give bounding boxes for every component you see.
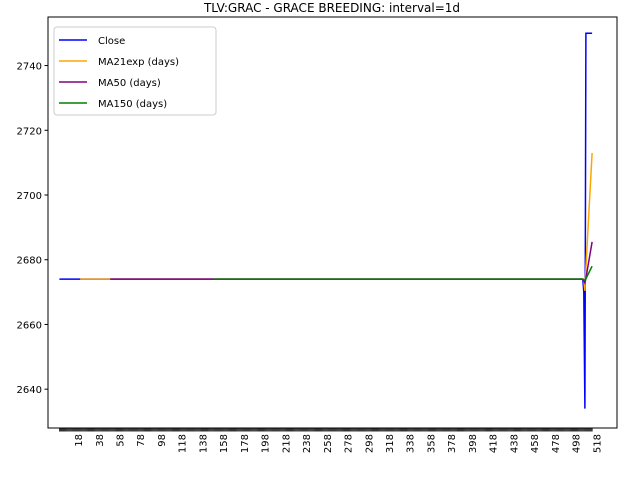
- x-tick-label-15: 318: [385, 434, 396, 453]
- x-tick-label-25: 518: [592, 434, 603, 453]
- x-tick-label-23: 478: [551, 434, 562, 453]
- x-tick-label-9: 198: [261, 434, 272, 453]
- x-tick-label-10: 218: [281, 434, 292, 453]
- x-tick-label-12: 258: [323, 434, 334, 453]
- legend: Close MA21exp (days) MA50 (days) MA150 (day…: [53, 26, 217, 116]
- x-tick-label-17: 358: [426, 434, 437, 453]
- x-tick-label-3: 78: [136, 434, 147, 447]
- y-tick-label-4: 2720: [17, 126, 42, 137]
- x-tick-label-14: 298: [364, 434, 375, 453]
- series-line-1: [80, 152, 593, 291]
- y-tick-label-0: 2640: [17, 385, 42, 396]
- axes: 2640 2660 2680 2700 2720 2740 18 38 58 78 98 118 138…: [17, 62, 604, 454]
- x-tick-label-11: 238: [302, 434, 313, 453]
- x-tick-label-22: 458: [530, 434, 541, 453]
- series-line-0: [59, 32, 593, 409]
- x-tick-label-0: 18: [74, 434, 85, 447]
- legend-label-1: MA21exp (days): [98, 57, 179, 68]
- x-tick-label-18: 378: [447, 434, 458, 453]
- x-tick-label-13: 278: [344, 434, 355, 453]
- x-tick-label-24: 498: [572, 434, 583, 453]
- y-tick-label-2: 2680: [17, 256, 42, 267]
- legend-label-3: MA150 (days): [98, 99, 167, 110]
- x-tick-label-2: 58: [116, 434, 127, 447]
- series-line-2: [110, 241, 593, 286]
- chart-title: TLV:GRAC - GRACE BREEDING: interval=1d: [203, 1, 460, 15]
- series-line-3: [213, 265, 593, 282]
- legend-label-2: MA50 (days): [98, 78, 161, 89]
- x-tick-label-19: 398: [468, 434, 479, 453]
- x-tick-label-5: 118: [178, 434, 189, 453]
- plot-area: [59, 32, 593, 409]
- y-tick-label-1: 2660: [17, 320, 42, 331]
- legend-label-0: Close: [98, 36, 125, 47]
- y-tick-label-5: 2740: [17, 62, 42, 73]
- plot-frame: [47, 16, 618, 429]
- x-tick-label-6: 138: [198, 434, 209, 453]
- x-tick-label-1: 38: [95, 434, 106, 447]
- x-tick-label-20: 418: [489, 434, 500, 453]
- x-tick-label-16: 338: [406, 434, 417, 453]
- x-tick-label-4: 98: [157, 434, 168, 447]
- x-tick-label-21: 438: [509, 434, 520, 453]
- x-tick-label-8: 178: [240, 434, 251, 453]
- legend-box: [53, 26, 217, 116]
- y-tick-label-3: 2700: [17, 191, 42, 202]
- x-tick-label-7: 158: [219, 434, 230, 453]
